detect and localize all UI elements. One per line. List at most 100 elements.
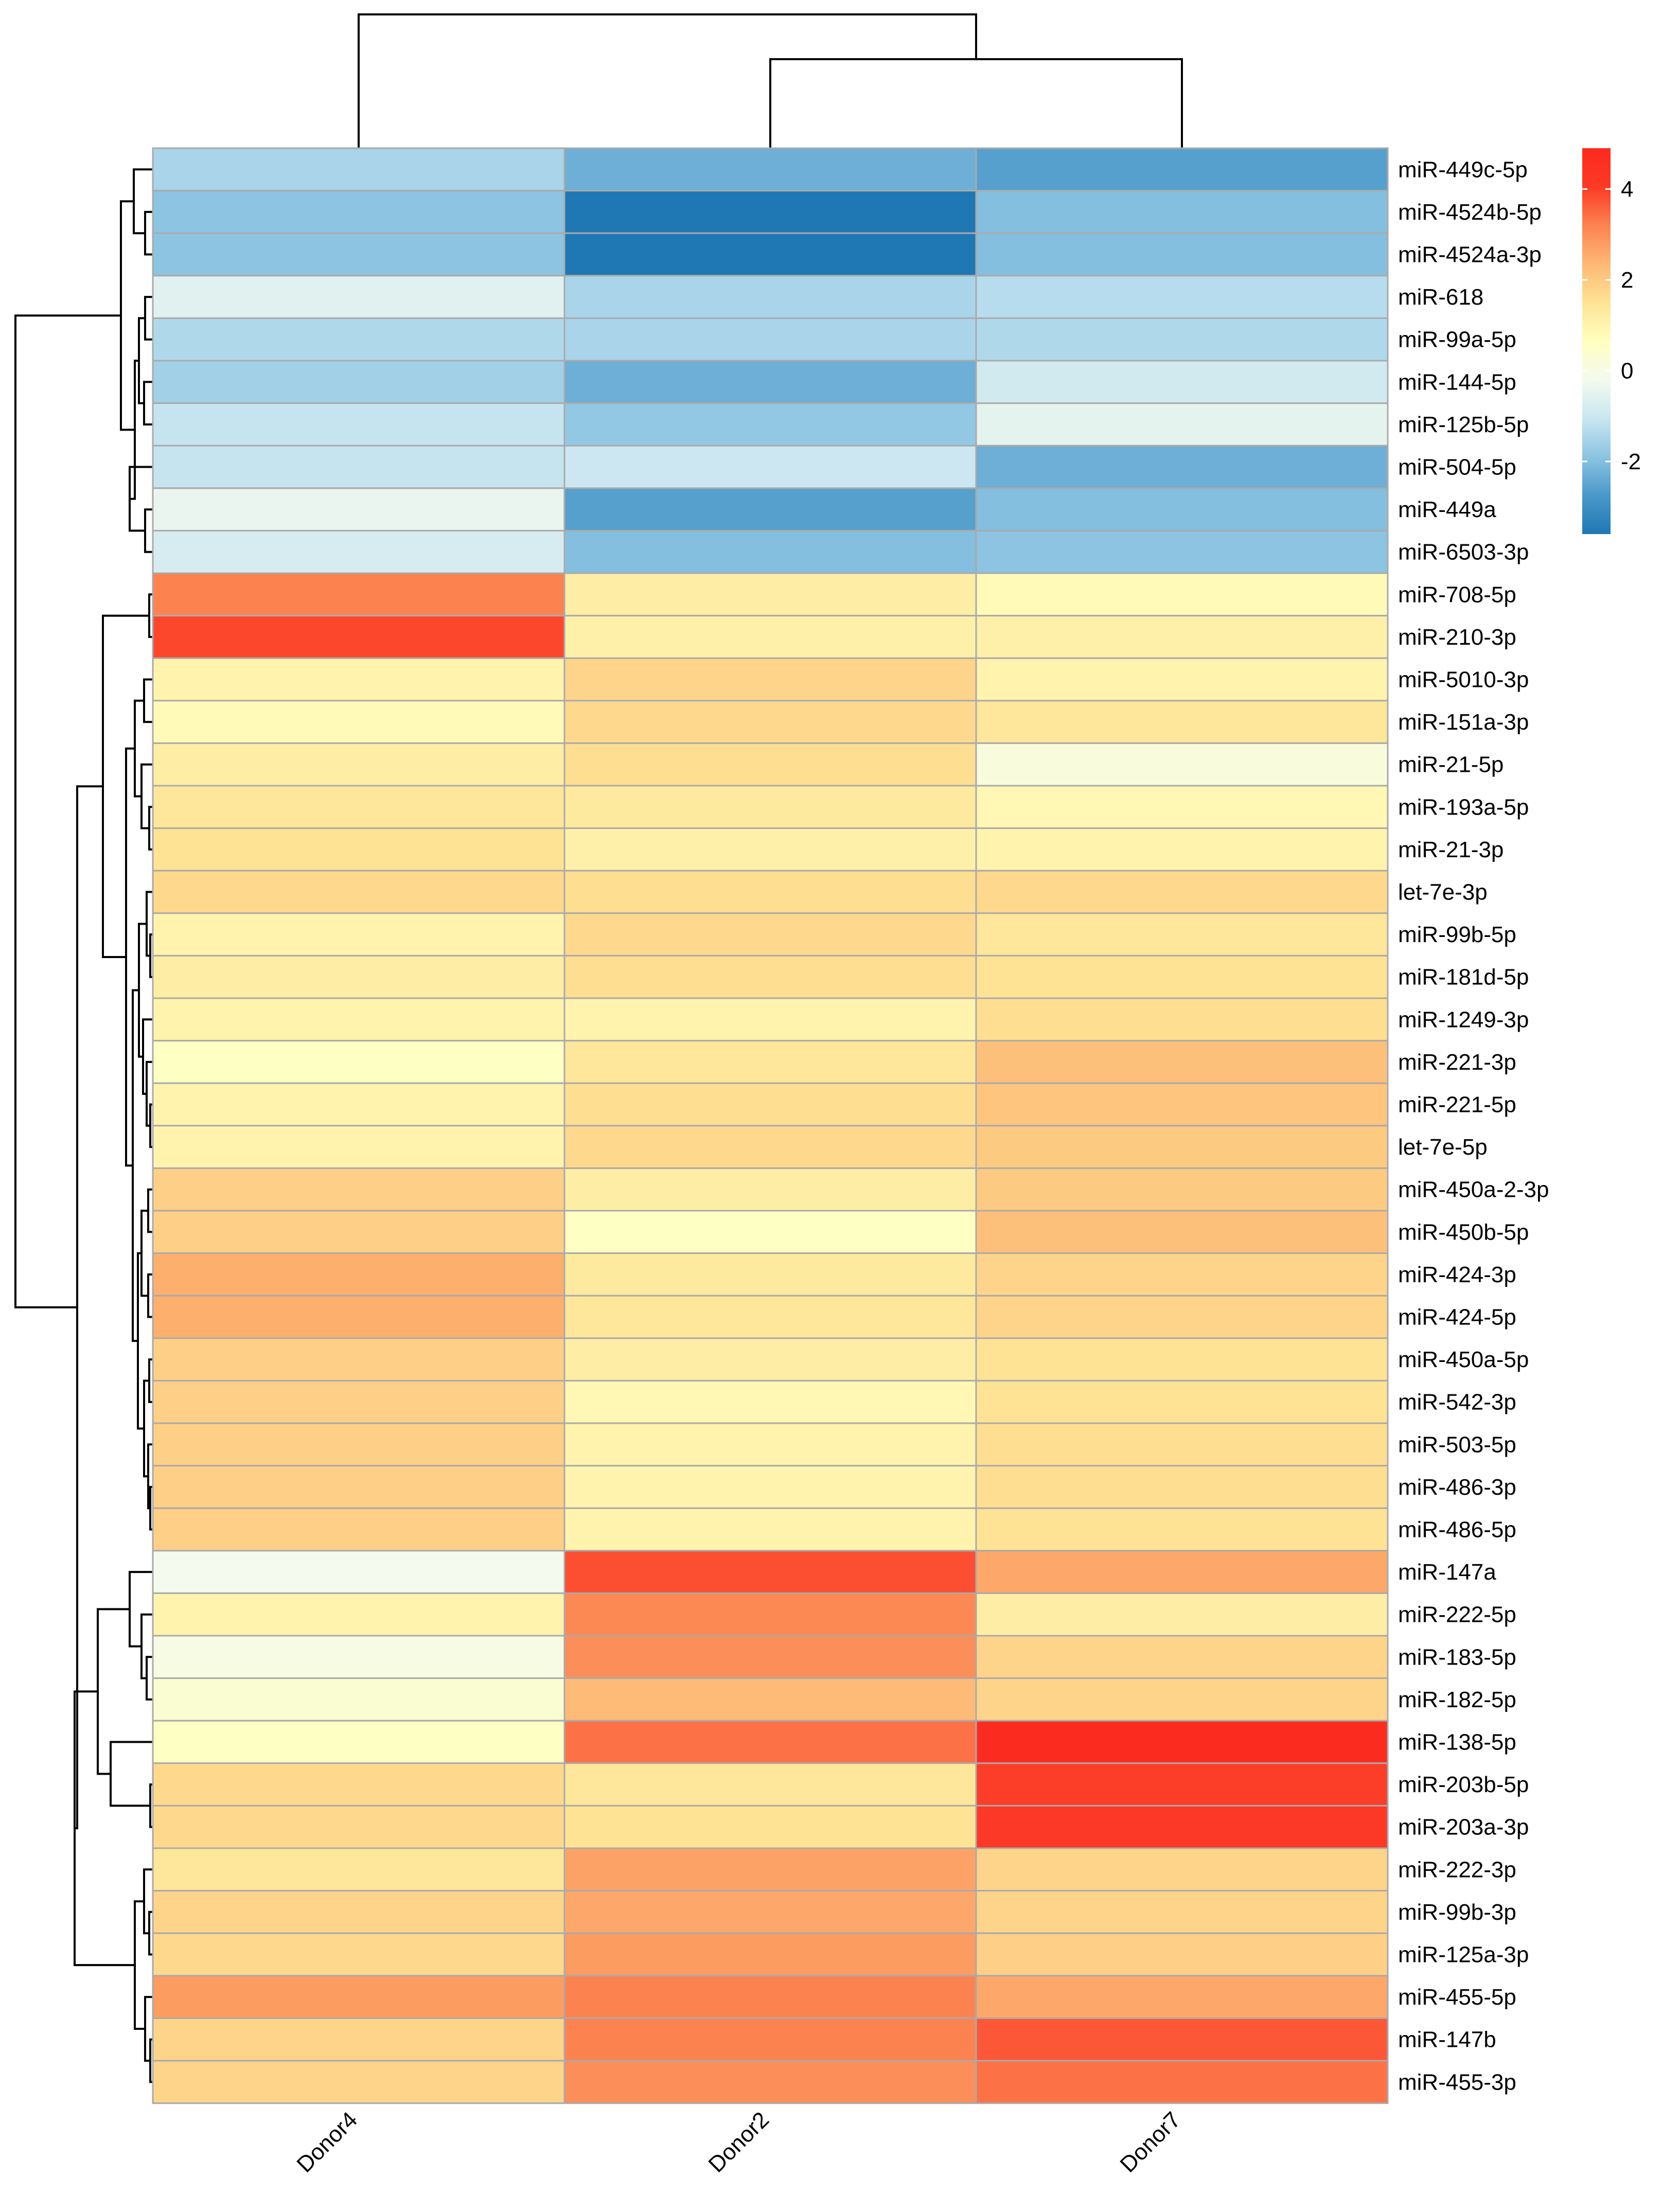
heatmap-cell [563, 1337, 977, 1382]
heatmap-cell [563, 1847, 977, 1892]
heatmap-cell [975, 275, 1389, 319]
legend-tick-label: 2 [1621, 268, 1633, 293]
heatmap-cell [152, 572, 565, 617]
row-label: miR-222-3p [1398, 1857, 1516, 1882]
heatmap-cell [563, 1762, 977, 1807]
heatmap-cell [563, 997, 977, 1042]
heatmap-cell [563, 232, 977, 277]
heatmap-cell [152, 1167, 565, 1212]
heatmap-cell [152, 2060, 565, 2104]
row-label: miR-542-3p [1398, 1390, 1516, 1415]
heatmap-cell [152, 1804, 565, 1849]
legend-color-bar [1582, 148, 1611, 534]
heatmap-cell [563, 1040, 977, 1084]
row-label: miR-182-5p [1398, 1687, 1516, 1712]
heatmap-cell [152, 445, 565, 489]
row-label: miR-193a-5p [1398, 794, 1529, 820]
heatmap-cell [975, 190, 1389, 234]
row-label: miR-455-5p [1398, 1985, 1516, 2010]
heatmap-cell [563, 1210, 977, 1254]
row-dendrogram-link [143, 678, 153, 723]
row-label: miR-424-3p [1398, 1262, 1516, 1287]
heatmap-cell [563, 487, 977, 532]
row-label: miR-504-5p [1398, 455, 1516, 480]
heatmap-cell [152, 742, 565, 787]
row-label: miR-424-5p [1398, 1305, 1516, 1330]
heatmap-cell [152, 1465, 565, 1509]
row-label: miR-125a-3p [1398, 1942, 1529, 1968]
column-dendrogram-link [358, 13, 977, 148]
row-dendrogram-link [133, 168, 153, 235]
heatmap-cell [975, 742, 1389, 787]
heatmap-cell [975, 870, 1389, 914]
heatmap-cell [975, 1550, 1389, 1594]
heatmap-cell [563, 742, 977, 787]
row-label: miR-222-5p [1398, 1602, 1516, 1627]
row-dendrogram-link [97, 1608, 130, 1775]
heatmap-cells [152, 147, 1389, 2104]
row-label: miR-618 [1398, 285, 1483, 310]
heatmap-cell [563, 870, 977, 914]
heatmap-cell [563, 402, 977, 447]
row-dendrogram [14, 168, 153, 2083]
heatmap-cell [152, 1677, 565, 1722]
row-dendrogram-link [140, 763, 153, 829]
heatmap-cell [563, 1720, 977, 1764]
row-label: miR-486-3p [1398, 1475, 1516, 1500]
row-label: miR-4524a-3p [1398, 242, 1542, 268]
heatmap-cell [975, 1337, 1389, 1382]
heatmap-cell [152, 360, 565, 404]
row-dendrogram-link [144, 296, 153, 341]
row-label: miR-147a [1398, 1560, 1496, 1585]
column-label: Donor2 [703, 2107, 774, 2178]
heatmap-cell [975, 1210, 1389, 1254]
row-label: miR-203a-3p [1398, 1815, 1529, 1840]
heatmap-cell [563, 1635, 977, 1679]
heatmap-cell [975, 997, 1389, 1042]
heatmap-cell [975, 147, 1389, 192]
heatmap-cell [975, 954, 1389, 999]
row-label: miR-99b-5p [1398, 922, 1516, 947]
heatmap-cell [975, 1295, 1389, 1339]
heatmap-cell [975, 360, 1389, 404]
heatmap-cell [152, 1550, 565, 1594]
row-label: miR-5010-3p [1398, 667, 1529, 693]
heatmap-cell [563, 785, 977, 829]
row-label: miR-6503-3p [1398, 540, 1529, 565]
heatmap-cell [975, 1125, 1389, 1169]
row-dendrogram-link [143, 381, 153, 426]
heatmap-cell [152, 487, 565, 532]
heatmap-cell [975, 1465, 1389, 1509]
heatmap-cell [563, 1422, 977, 1467]
heatmap-cell [975, 529, 1389, 574]
heatmap-cell [563, 1550, 977, 1594]
column-dendrogram-link [769, 58, 1183, 148]
heatmap-cell [975, 1082, 1389, 1127]
heatmap-cell [975, 657, 1389, 702]
heatmap-cell [152, 1422, 565, 1467]
row-label: miR-138-5p [1398, 1730, 1516, 1755]
heatmap-cell [563, 1890, 977, 1934]
heatmap-cell [563, 1082, 977, 1127]
heatmap-cell [563, 529, 977, 574]
heatmap-cell [152, 402, 565, 447]
row-label: miR-21-5p [1398, 752, 1504, 777]
heatmap-cell [975, 615, 1389, 659]
heatmap-cell [152, 1252, 565, 1297]
heatmap-cell [152, 1040, 565, 1084]
row-label: miR-503-5p [1398, 1432, 1516, 1457]
row-label: miR-4524b-5p [1398, 200, 1542, 225]
heatmap-cell [152, 232, 565, 277]
column-dendrogram [358, 13, 1183, 148]
heatmap-cell [975, 1890, 1389, 1934]
row-label: miR-203b-5p [1398, 1772, 1529, 1797]
heatmap-cell [563, 317, 977, 362]
legend-tick-label: 0 [1621, 358, 1633, 383]
row-label: miR-151a-3p [1398, 710, 1529, 735]
heatmap-cell [975, 827, 1389, 872]
heatmap-cell [975, 1804, 1389, 1849]
heatmap-cell [152, 529, 565, 574]
heatmap-cell [563, 912, 977, 957]
heatmap-cell [563, 2060, 977, 2104]
